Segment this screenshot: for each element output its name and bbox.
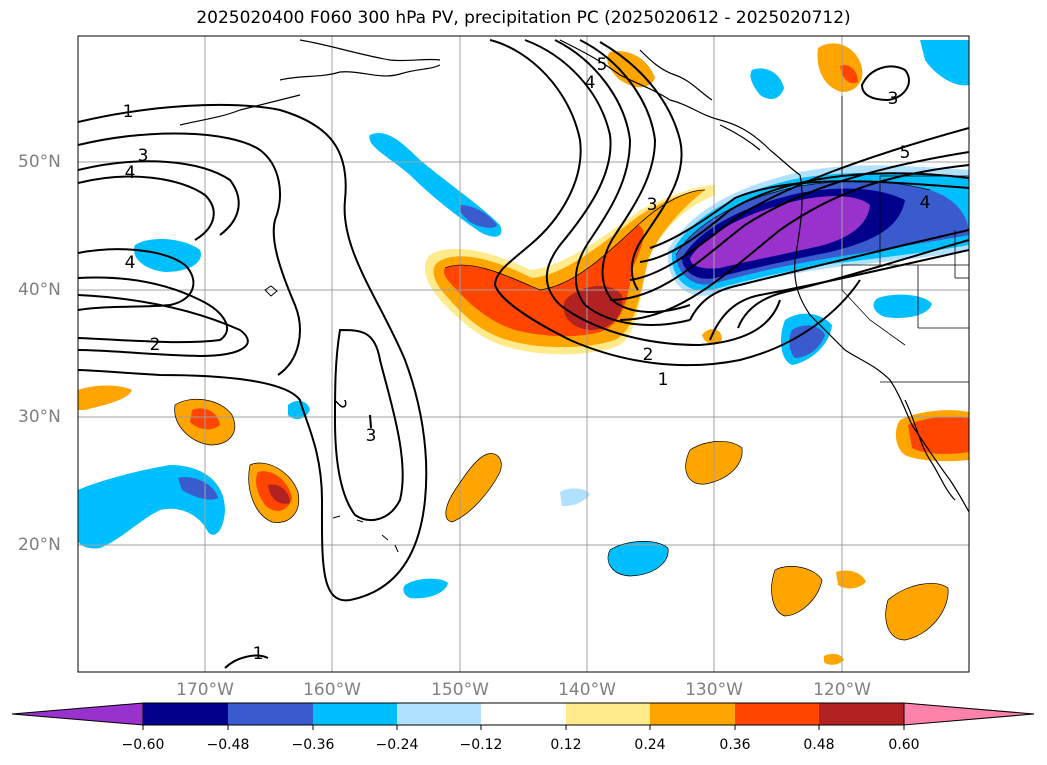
precip-warm-blob-2-center — [268, 484, 290, 504]
colorbar-tick-label: −0.60 — [121, 737, 165, 753]
colorbar-extend-max — [903, 702, 1035, 726]
contour-label: 1 — [253, 644, 264, 664]
precip-cold-blob-6 — [873, 294, 932, 318]
longitude-label: 130°W — [685, 680, 743, 700]
colorbar-tick-label: 0.60 — [888, 737, 920, 753]
contour-label: 3 — [888, 89, 899, 109]
colorbar-bin — [228, 703, 313, 725]
colorbar-tick-label: 0.12 — [550, 737, 582, 753]
contour-label: 2 — [329, 399, 349, 410]
pv-contours — [78, 39, 969, 669]
longitude-label: 170°W — [176, 680, 234, 700]
precip-warm-blob-4 — [445, 453, 502, 522]
precip-warm-blob-11 — [836, 570, 866, 589]
longitude-label: 120°W — [813, 680, 871, 700]
latitude-label: 20°N — [18, 535, 61, 555]
colorbar-bin — [397, 703, 481, 725]
colorbar-tick-marks — [142, 725, 905, 730]
longitude-label: 140°W — [558, 680, 616, 700]
colorbar-tick-label: 0.24 — [634, 737, 666, 753]
colorbar-tick-label: −0.12 — [459, 737, 503, 753]
precip-warm-blob-13 — [824, 653, 844, 665]
contour-label: 4 — [125, 253, 136, 273]
colorbar-tick-label: −0.36 — [291, 737, 335, 753]
precip-cold-blob-1-core — [459, 205, 497, 228]
contour-label: 2 — [643, 345, 654, 365]
precip-cold-blob-3 — [78, 465, 225, 549]
contour-label: 5 — [900, 143, 911, 163]
contour-label: 4 — [920, 193, 931, 213]
contour-label: 4 — [125, 163, 136, 183]
precip-contour-outlines — [174, 180, 949, 641]
precip-cold-blob-3-core — [178, 477, 218, 500]
contour-label: 1 — [658, 370, 669, 390]
latitude-label: 30°N — [18, 407, 61, 427]
colorbar-outline — [142, 702, 905, 726]
precip-cold-band-purple — [690, 196, 870, 269]
colorbar-tick-label: −0.24 — [375, 737, 419, 753]
precip-cold-blob-11 — [288, 400, 310, 420]
precip-warm-blob-7 — [607, 51, 655, 88]
contour-label: 4 — [585, 73, 596, 93]
precip-warm-blob-9 — [771, 566, 822, 616]
contour-label: 3 — [366, 426, 377, 446]
colorbar-tick-label: 0.36 — [719, 737, 751, 753]
longitude-label: 150°W — [431, 680, 489, 700]
contour-label: 3 — [138, 146, 149, 166]
precip-cold-blob-5-core — [789, 325, 825, 358]
contour-label: 2 — [150, 335, 161, 355]
colorbar-bin — [481, 703, 566, 725]
precip-shading — [78, 40, 969, 665]
colorbar — [11, 702, 1035, 730]
precip-cold-blob-9 — [403, 578, 448, 599]
colorbar-tick-label: 0.48 — [803, 737, 835, 753]
precip-warm-blob-6 — [817, 43, 863, 92]
colorbar-bin — [650, 703, 735, 725]
precip-cold-blob-4 — [608, 541, 669, 576]
colorbar-extend-min — [11, 702, 144, 726]
precip-warm-blob-6-core — [840, 64, 858, 84]
colorbar-bin — [566, 703, 650, 725]
precip-cold-blob-10 — [560, 488, 590, 507]
colorbar-bin — [735, 703, 819, 725]
precip-warm-band-darkred — [563, 285, 623, 330]
contour-label: 1 — [123, 102, 134, 122]
colorbar-bin — [143, 703, 228, 725]
contour-label-group: 1 3 4 4 2 5 4 3 2 1 3 5 4 3 2 1 — [123, 55, 931, 664]
contour-label: 5 — [597, 55, 608, 75]
islands — [264, 285, 399, 553]
precip-warm-blob-10 — [885, 583, 949, 640]
map-title: 2025020400 F060 300 hPa PV, precipitatio… — [196, 8, 851, 28]
precip-warm-blob-8-core — [908, 416, 969, 454]
coastlines — [179, 39, 969, 513]
colorbar-tick-label: −0.48 — [206, 737, 250, 753]
contour-label: 3 — [647, 195, 658, 215]
longitude-label: 160°W — [303, 680, 361, 700]
precip-cold-blob-8 — [920, 40, 969, 86]
latitude-label: 50°N — [18, 152, 61, 172]
graticule — [78, 36, 969, 672]
colorbar-bin — [819, 703, 904, 725]
latitude-label: 40°N — [18, 280, 61, 300]
precip-cold-blob-7 — [750, 68, 784, 100]
map-frame — [77, 35, 970, 673]
colorbar-bin — [313, 703, 397, 725]
precip-warm-blob-3 — [78, 385, 132, 410]
